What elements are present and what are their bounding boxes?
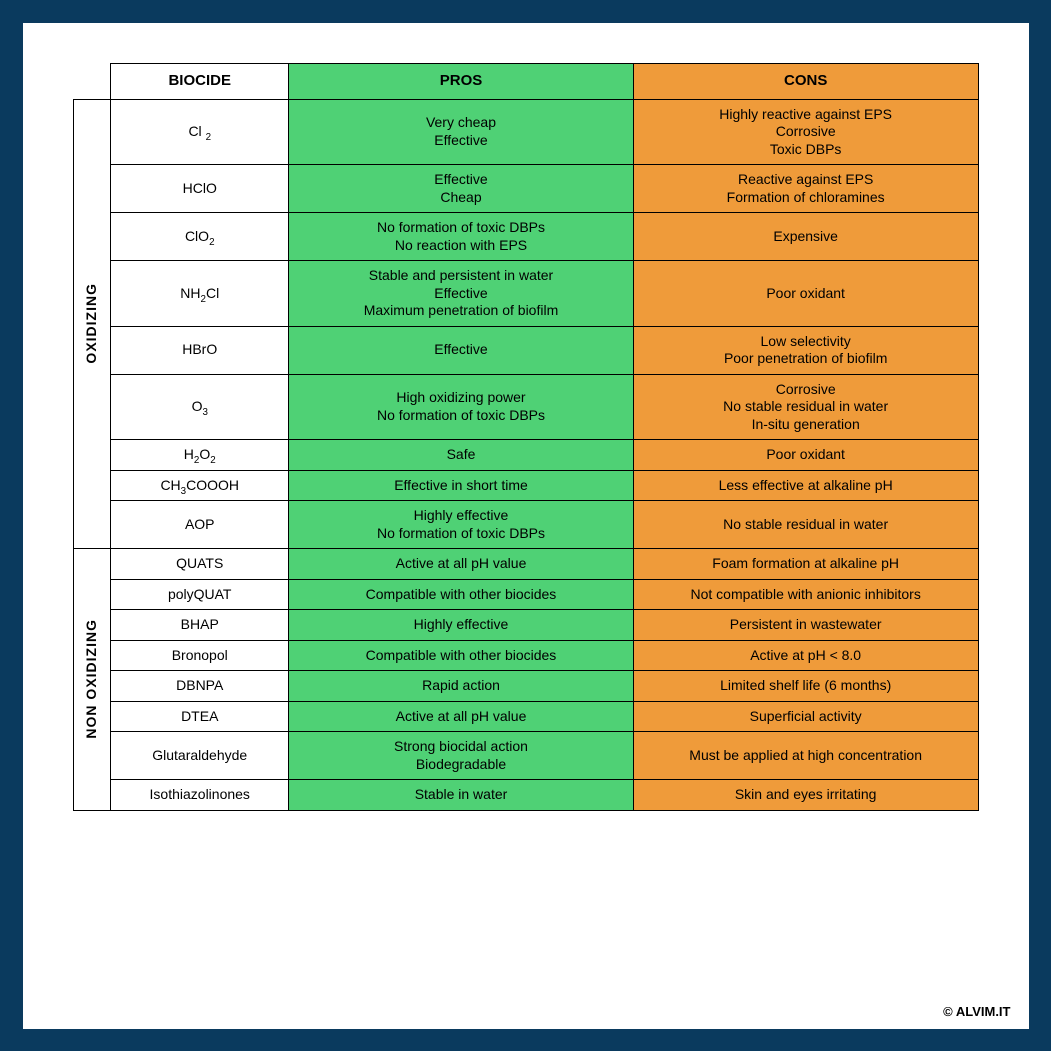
pros-cell: Compatible with other biocides xyxy=(289,579,634,610)
table-header: BIOCIDE PROS CONS xyxy=(73,63,978,99)
biocide-cell: DBNPA xyxy=(111,671,289,702)
header-biocide: BIOCIDE xyxy=(111,63,289,99)
cons-cell: Poor oxidant xyxy=(633,440,978,471)
table-body: OXIDIZINGCl 2Very cheapEffectiveHighly r… xyxy=(73,99,978,810)
pros-cell: Active at all pH value xyxy=(289,549,634,580)
pros-cell: Compatible with other biocides xyxy=(289,640,634,671)
table-row: NH2ClStable and persistent in waterEffec… xyxy=(73,261,978,327)
biocide-cell: HClO xyxy=(111,165,289,213)
cons-cell: Less effective at alkaline pH xyxy=(633,470,978,501)
table-row: BHAPHighly effectivePersistent in wastew… xyxy=(73,610,978,641)
cons-cell: Skin and eyes irritating xyxy=(633,780,978,811)
biocide-cell: O3 xyxy=(111,374,289,440)
pros-cell: Very cheapEffective xyxy=(289,99,634,165)
cons-cell: Highly reactive against EPSCorrosiveToxi… xyxy=(633,99,978,165)
pros-cell: Rapid action xyxy=(289,671,634,702)
biocide-cell: DTEA xyxy=(111,701,289,732)
biocide-cell: H2O2 xyxy=(111,440,289,471)
pros-cell: EffectiveCheap xyxy=(289,165,634,213)
table-row: ClO2No formation of toxic DBPsNo reactio… xyxy=(73,213,978,261)
cons-cell: Low selectivityPoor penetration of biofi… xyxy=(633,326,978,374)
biocide-table: BIOCIDE PROS CONS OXIDIZINGCl 2Very chea… xyxy=(73,63,979,811)
biocide-cell: Glutaraldehyde xyxy=(111,732,289,780)
table-row: OXIDIZINGCl 2Very cheapEffectiveHighly r… xyxy=(73,99,978,165)
cons-cell: Persistent in wastewater xyxy=(633,610,978,641)
table-row: BronopolCompatible with other biocidesAc… xyxy=(73,640,978,671)
cons-cell: Active at pH < 8.0 xyxy=(633,640,978,671)
pros-cell: Effective xyxy=(289,326,634,374)
table-row: HBrOEffectiveLow selectivityPoor penetra… xyxy=(73,326,978,374)
biocide-cell: CH3COOOH xyxy=(111,470,289,501)
biocide-cell: QUATS xyxy=(111,549,289,580)
cons-cell: No stable residual in water xyxy=(633,501,978,549)
pros-cell: Safe xyxy=(289,440,634,471)
pros-cell: Strong biocidal actionBiodegradable xyxy=(289,732,634,780)
pros-cell: Active at all pH value xyxy=(289,701,634,732)
document-paper: BIOCIDE PROS CONS OXIDIZINGCl 2Very chea… xyxy=(23,23,1029,1029)
biocide-cell: BHAP xyxy=(111,610,289,641)
cons-cell: Poor oxidant xyxy=(633,261,978,327)
biocide-cell: Isothiazolinones xyxy=(111,780,289,811)
pros-cell: Stable in water xyxy=(289,780,634,811)
category-label: NON OXIDIZING xyxy=(73,549,111,811)
table-row: H2O2SafePoor oxidant xyxy=(73,440,978,471)
header-blank xyxy=(73,63,111,99)
biocide-cell: Bronopol xyxy=(111,640,289,671)
cons-cell: Foam formation at alkaline pH xyxy=(633,549,978,580)
biocide-cell: AOP xyxy=(111,501,289,549)
pros-cell: High oxidizing powerNo formation of toxi… xyxy=(289,374,634,440)
biocide-cell: Cl 2 xyxy=(111,99,289,165)
cons-cell: Limited shelf life (6 months) xyxy=(633,671,978,702)
header-pros: PROS xyxy=(289,63,634,99)
table-row: AOPHighly effectiveNo formation of toxic… xyxy=(73,501,978,549)
table-row: DTEAActive at all pH valueSuperficial ac… xyxy=(73,701,978,732)
table-row: CH3COOOHEffective in short timeLess effe… xyxy=(73,470,978,501)
table-row: IsothiazolinonesStable in waterSkin and … xyxy=(73,780,978,811)
header-cons: CONS xyxy=(633,63,978,99)
biocide-cell: NH2Cl xyxy=(111,261,289,327)
pros-cell: Highly effective xyxy=(289,610,634,641)
table-row: GlutaraldehydeStrong biocidal actionBiod… xyxy=(73,732,978,780)
cons-cell: Reactive against EPSFormation of chloram… xyxy=(633,165,978,213)
pros-cell: Effective in short time xyxy=(289,470,634,501)
biocide-cell: ClO2 xyxy=(111,213,289,261)
table-row: DBNPARapid actionLimited shelf life (6 m… xyxy=(73,671,978,702)
table-row: polyQUATCompatible with other biocidesNo… xyxy=(73,579,978,610)
cons-cell: Not compatible with anionic inhibitors xyxy=(633,579,978,610)
pros-cell: Highly effectiveNo formation of toxic DB… xyxy=(289,501,634,549)
pros-cell: Stable and persistent in waterEffectiveM… xyxy=(289,261,634,327)
cons-cell: CorrosiveNo stable residual in waterIn-s… xyxy=(633,374,978,440)
table-row: NON OXIDIZINGQUATSActive at all pH value… xyxy=(73,549,978,580)
table-row: HClOEffectiveCheapReactive against EPSFo… xyxy=(73,165,978,213)
biocide-cell: polyQUAT xyxy=(111,579,289,610)
cons-cell: Must be applied at high concentration xyxy=(633,732,978,780)
cons-cell: Expensive xyxy=(633,213,978,261)
category-label: OXIDIZING xyxy=(73,99,111,549)
table-row: O3High oxidizing powerNo formation of to… xyxy=(73,374,978,440)
copyright-label: © ALVIM.IT xyxy=(943,1004,1010,1019)
biocide-cell: HBrO xyxy=(111,326,289,374)
cons-cell: Superficial activity xyxy=(633,701,978,732)
pros-cell: No formation of toxic DBPsNo reaction wi… xyxy=(289,213,634,261)
